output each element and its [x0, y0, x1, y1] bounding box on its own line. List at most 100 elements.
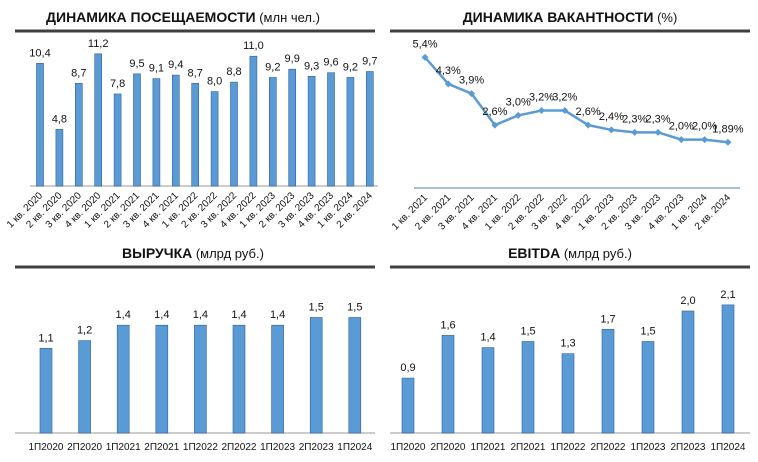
bar	[681, 310, 695, 434]
data-label: 8,8	[226, 66, 241, 78]
data-label: 1,7	[600, 313, 615, 325]
data-label: 7,8	[110, 78, 125, 90]
attendance-chart: ДИНАМИКА ПОСЕЩАЕМОСТИ (млн чел.)10,41 кв…	[5, 9, 378, 231]
bar	[307, 75, 316, 187]
bar	[441, 335, 455, 434]
chart-title: ДИНАМИКА ПОСЕЩАЕМОСТИ (млн чел.)	[46, 9, 320, 25]
x-tick-label: 2П2020	[67, 442, 102, 453]
x-tick-label: 2П2023	[671, 442, 706, 453]
bar	[194, 324, 207, 434]
data-point	[538, 107, 545, 115]
data-label: 8,0	[207, 76, 222, 88]
bar	[348, 317, 362, 434]
data-label: 3,0%	[506, 96, 531, 108]
data-label: 5,4%	[412, 38, 437, 50]
data-label: 3,2%	[552, 92, 577, 104]
bar	[346, 77, 355, 187]
data-point	[491, 121, 499, 129]
bar	[232, 324, 246, 434]
data-label: 9,5	[129, 58, 144, 70]
chart-title-main: ВЫРУЧКА	[122, 245, 192, 261]
bar	[271, 324, 284, 434]
data-label: 8,7	[188, 67, 203, 79]
data-point	[677, 136, 685, 144]
bar	[309, 317, 323, 434]
data-label: 9,9	[285, 53, 300, 65]
data-label: 1,89%	[712, 123, 743, 135]
x-tick-label: 2П2023	[299, 442, 334, 453]
x-tick-label: 2П2021	[511, 442, 546, 453]
chart-title-unit: (млрд руб.)	[560, 246, 632, 261]
data-point	[724, 138, 732, 146]
bar	[78, 340, 91, 434]
data-label: 9,7	[362, 56, 377, 68]
data-label: 9,3	[304, 60, 319, 72]
data-label: 1,3	[560, 338, 575, 350]
chart-title-main: ДИНАМИКА ВАКАНТНОСТИ	[463, 9, 654, 25]
x-tick-label: 2П2022	[591, 442, 626, 453]
bar	[268, 77, 277, 187]
data-label: 1,4	[116, 309, 131, 321]
data-label: 1,4	[480, 332, 495, 344]
bar	[481, 347, 495, 434]
data-label: 2,4%	[599, 111, 624, 123]
data-label: 2,6%	[576, 106, 601, 118]
bar	[94, 53, 102, 187]
data-point	[421, 53, 429, 61]
data-label: 4,3%	[436, 65, 461, 77]
data-label: 2,0	[680, 295, 695, 307]
bar	[155, 324, 169, 434]
data-label: 9,2	[343, 61, 358, 73]
bar	[230, 81, 238, 187]
x-tick-label: 2П2021	[144, 442, 179, 453]
bar	[39, 347, 53, 434]
data-label: 1,4	[270, 309, 285, 321]
data-label: 1,5	[347, 302, 362, 314]
revenue-chart: ВЫРУЧКА (млрд руб.) 1,1 1П2020 1,2 2П2020 1,4…	[15, 245, 375, 453]
data-label: 1,4	[154, 309, 169, 321]
data-label: 11,0	[243, 40, 264, 52]
bar	[75, 83, 83, 187]
data-label: 11,2	[88, 38, 109, 50]
data-label: 1,2	[77, 325, 92, 337]
data-label: 1,1	[38, 332, 53, 344]
data-label: 2,0%	[669, 121, 694, 133]
ebitda-chart: EBITDA (млрд руб.) 0,9 1П2020 1,6 2П2020 1,4 1…	[390, 245, 750, 453]
bar	[249, 55, 258, 187]
bar	[721, 304, 735, 434]
x-tick-label: 1П2020	[391, 442, 426, 453]
bar	[133, 73, 141, 187]
bar	[521, 341, 535, 434]
data-label: 3,2%	[529, 92, 554, 104]
chart-title: EBITDA (млрд руб.)	[508, 245, 632, 261]
x-tick-label: 1П2021	[106, 442, 141, 453]
chart-title: ВЫРУЧКА (млрд руб.)	[122, 245, 264, 261]
bar	[191, 83, 199, 187]
data-point	[468, 90, 476, 98]
data-label: 1,6	[440, 319, 455, 331]
x-tick-label: 1П2023	[260, 442, 295, 453]
bar	[601, 328, 615, 434]
data-label: 2,6%	[482, 106, 507, 118]
data-label: 2,1	[720, 289, 735, 301]
x-tick-label: 1П2024	[711, 442, 746, 453]
x-tick-label: 1П2021	[471, 442, 506, 453]
data-label: 1,5	[309, 302, 324, 314]
chart-title-unit: (%)	[653, 10, 677, 25]
chart-title-main: EBITDA	[508, 245, 560, 261]
bar	[327, 72, 335, 187]
x-tick-label: 2П2020	[431, 442, 466, 453]
bar	[641, 341, 655, 434]
data-point	[631, 128, 639, 136]
bar	[172, 74, 180, 187]
data-point	[607, 126, 615, 134]
data-label: 9,6	[323, 57, 338, 69]
bar	[288, 68, 297, 187]
bar	[365, 71, 374, 187]
x-tick-label: 1П2022	[183, 442, 218, 453]
data-label: 8,7	[71, 67, 86, 79]
data-point	[514, 111, 522, 119]
data-label: 9,1	[149, 63, 164, 75]
